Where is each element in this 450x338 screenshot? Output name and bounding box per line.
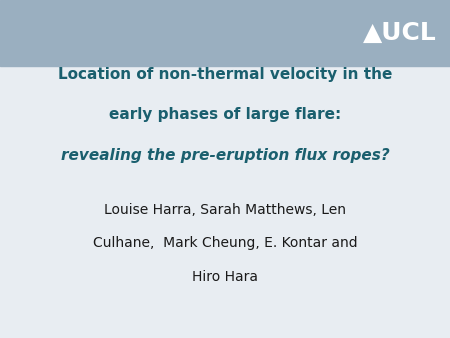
Text: ▲UCL: ▲UCL	[363, 21, 436, 45]
Text: Culhane,  Mark Cheung, E. Kontar and: Culhane, Mark Cheung, E. Kontar and	[93, 236, 357, 250]
Text: early phases of large flare:: early phases of large flare:	[109, 107, 341, 122]
Text: Hiro Hara: Hiro Hara	[192, 270, 258, 284]
Text: revealing the pre-eruption flux ropes?: revealing the pre-eruption flux ropes?	[61, 148, 389, 163]
Text: Louise Harra, Sarah Matthews, Len: Louise Harra, Sarah Matthews, Len	[104, 202, 346, 217]
Bar	[0, 0, 450, 66]
Text: Location of non-thermal velocity in the: Location of non-thermal velocity in the	[58, 67, 392, 82]
